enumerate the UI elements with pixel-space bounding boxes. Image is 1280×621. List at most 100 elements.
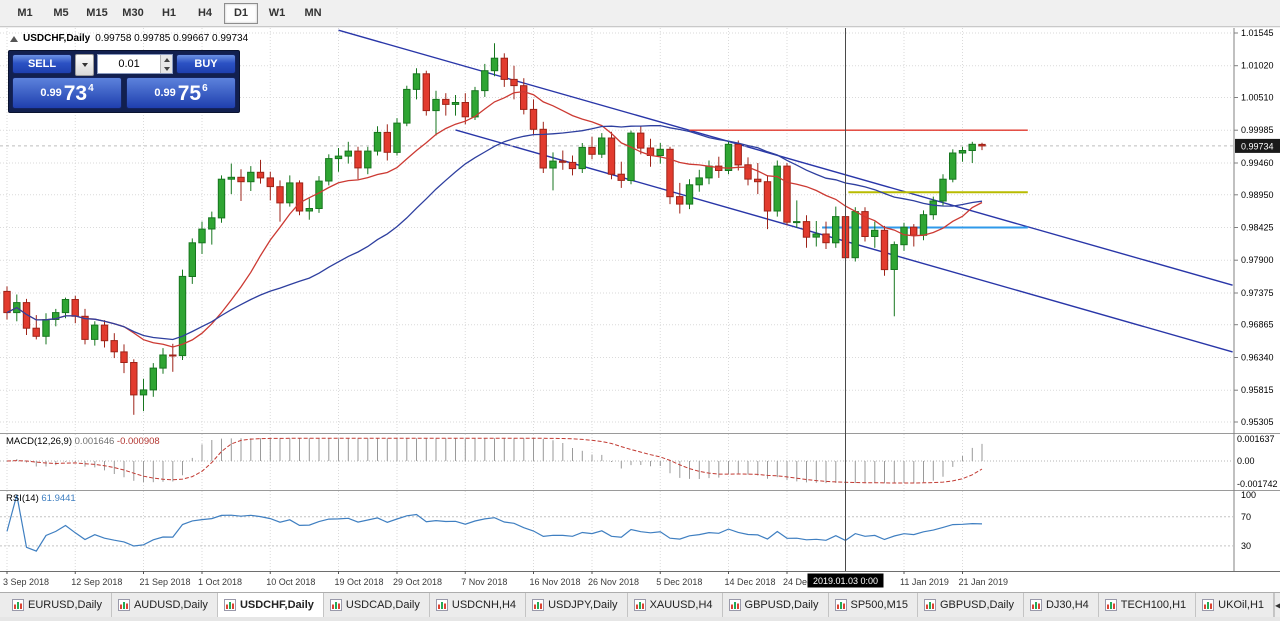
chart-tab-usdcnh-h4[interactable]: USDCNH,H4: [429, 593, 527, 617]
tab-label: USDJPY,Daily: [548, 599, 618, 611]
svg-text:7 Nov 2018: 7 Nov 2018: [461, 577, 507, 587]
tab-label: USDCNH,H4: [451, 599, 517, 611]
tab-label: XAUUSD,H4: [649, 599, 713, 611]
svg-text:0.98950: 0.98950: [1241, 190, 1274, 200]
chart-icon: [923, 599, 936, 611]
svg-text:0.99985: 0.99985: [1241, 125, 1274, 135]
chart-tab-xauusd-h4[interactable]: XAUUSD,H4: [627, 593, 723, 617]
macd-panel[interactable]: 0.001637 0.00 -0.001742 MACD(12,26,9) 0.00…: [0, 433, 1280, 490]
chart-tab-bar: EURUSD,Daily AUDUSD,Daily USDCHF,Daily USDC…: [0, 592, 1280, 617]
chart-tab-usdchf-daily[interactable]: USDCHF,Daily: [217, 593, 324, 617]
svg-text:1.01545: 1.01545: [1241, 28, 1274, 38]
svg-text:70: 70: [1241, 512, 1251, 522]
svg-text:21 Jan 2019: 21 Jan 2019: [959, 577, 1009, 587]
sell-button[interactable]: SELL: [12, 54, 72, 74]
chart-tab-gbpusd-daily[interactable]: GBPUSD,Daily: [722, 593, 829, 617]
sell-price-display[interactable]: 0.99 73 4: [12, 77, 122, 109]
timeframe-button-h1[interactable]: H1: [161, 6, 177, 19]
rsi-panel[interactable]: 100 70 30 RSI(14) 61.9441: [0, 490, 1280, 571]
chart-tab-gbpusd-daily[interactable]: GBPUSD,Daily: [917, 593, 1024, 617]
chevron-down-icon: [81, 63, 88, 67]
tab-scroll-left-button[interactable]: ◀: [1274, 593, 1280, 617]
chart-symbol-label: USDCHF,Daily 0.99758 0.99785 0.99667 0.9…: [10, 33, 248, 44]
spinner-up-icon: [163, 57, 170, 62]
svg-text:29 Oct 2018: 29 Oct 2018: [393, 577, 442, 587]
volume-dropdown-button[interactable]: [75, 54, 94, 76]
svg-text:21 Sep 2018: 21 Sep 2018: [140, 577, 191, 587]
svg-text:0.00: 0.00: [1237, 456, 1255, 466]
tab-label: GBPUSD,Daily: [939, 599, 1014, 611]
chart-tab-dj30-h4[interactable]: DJ30,H4: [1023, 593, 1099, 617]
timeframe-button-w1[interactable]: W1: [268, 6, 286, 19]
volume-field: [97, 54, 173, 74]
svg-text:30: 30: [1241, 541, 1251, 551]
svg-text:1 Oct 2018: 1 Oct 2018: [198, 577, 242, 587]
volume-stepper: [160, 55, 172, 73]
chart-icon: [223, 599, 236, 611]
timeframe-button-mn[interactable]: MN: [304, 6, 322, 19]
chart-icon: [1202, 599, 1215, 611]
chart-icon: [532, 599, 545, 611]
symbol-name: USDCHF,Daily: [23, 33, 91, 44]
volume-decrease-button[interactable]: [161, 64, 172, 73]
chart-tab-tech100-h1[interactable]: TECH100,H1: [1098, 593, 1197, 617]
timeframe-button-m1[interactable]: M1: [17, 6, 33, 19]
chart-icon: [435, 599, 448, 611]
tab-label: UKOil,H1: [1218, 599, 1265, 611]
chart-tab-usdcad-daily[interactable]: USDCAD,Daily: [323, 593, 430, 617]
chart-tab-sp500-m15[interactable]: SP500,M15: [828, 593, 918, 617]
tab-label: DJ30,H4: [1045, 599, 1089, 611]
time-axis: 3 Sep 2018 12 Sep 2018 21 Sep 2018 1 Oct 20…: [0, 571, 1280, 592]
svg-text:0.96865: 0.96865: [1241, 320, 1274, 330]
svg-text:10 Oct 2018: 10 Oct 2018: [266, 577, 315, 587]
ohlc-values: 0.99758 0.99785 0.99667 0.99734: [95, 33, 249, 44]
timeframe-button-m30[interactable]: M30: [122, 6, 144, 19]
timeframe-button-m5[interactable]: M5: [53, 6, 69, 19]
svg-text:0.96340: 0.96340: [1241, 353, 1274, 363]
timeframe-toolbar: M1 M5 M15 M30 H1 H4 D1 W1 MN: [0, 0, 1280, 27]
tab-label: TECH100,H1: [1120, 599, 1187, 611]
svg-text:0.95815: 0.95815: [1241, 385, 1274, 395]
macd-indicator-label: MACD(12,26,9) 0.001646 -0.000908: [6, 436, 160, 447]
timeframe-button-m15[interactable]: M15: [86, 6, 108, 19]
rsi-chart[interactable]: 100 70 30: [0, 490, 1280, 576]
svg-text:0.99460: 0.99460: [1241, 158, 1274, 168]
chart-tab-usdjpy-daily[interactable]: USDJPY,Daily: [526, 593, 628, 617]
tab-label: USDCHF,Daily: [239, 599, 314, 611]
chart-icon: [117, 599, 130, 611]
chart-icon: [1104, 599, 1117, 611]
svg-text:0.95305: 0.95305: [1241, 417, 1274, 427]
volume-increase-button[interactable]: [161, 55, 172, 64]
svg-text:26 Nov 2018: 26 Nov 2018: [588, 577, 639, 587]
tab-label: USDCAD,Daily: [345, 599, 420, 611]
timeframe-button-h4[interactable]: H4: [197, 6, 213, 19]
svg-text:11 Jan 2019: 11 Jan 2019: [900, 577, 949, 587]
volume-input[interactable]: [98, 55, 161, 73]
time-axis-labels: 3 Sep 2018 12 Sep 2018 21 Sep 2018 1 Oct 20…: [0, 571, 1280, 597]
chart-tab-ukoil-h1[interactable]: UKOil,H1: [1196, 593, 1275, 617]
svg-text:3 Sep 2018: 3 Sep 2018: [3, 577, 49, 587]
chart-tab-eurusd-daily[interactable]: EURUSD,Daily: [6, 593, 112, 617]
svg-text:12 Sep 2018: 12 Sep 2018: [71, 577, 122, 587]
timeframe-button-d1[interactable]: D1: [224, 2, 258, 24]
macd-chart[interactable]: 0.001637 0.00 -0.001742: [0, 433, 1280, 495]
svg-text:5 Dec 2018: 5 Dec 2018: [656, 577, 702, 587]
buy-price-display[interactable]: 0.99 75 6: [126, 77, 236, 109]
chart-icon: [329, 599, 342, 611]
candlestick-chart[interactable]: 1.01545 1.01020 1.00510 0.99985 0.99460 0.989…: [0, 28, 1280, 438]
window-frame: [0, 617, 1280, 621]
svg-text:1.01020: 1.01020: [1241, 61, 1274, 71]
chart-tab-audusd-daily[interactable]: AUDUSD,Daily: [111, 593, 218, 617]
buy-button[interactable]: BUY: [176, 54, 236, 74]
collapse-arrow-icon[interactable]: [10, 35, 18, 42]
rsi-indicator-label: RSI(14) 61.9441: [6, 493, 76, 504]
main-chart-panel[interactable]: 1.01545 1.01020 1.00510 0.99985 0.99460 0.989…: [0, 28, 1280, 433]
spinner-down-icon: [163, 66, 170, 71]
svg-text:19 Oct 2018: 19 Oct 2018: [335, 577, 384, 587]
svg-text:0.97900: 0.97900: [1241, 255, 1274, 265]
tab-label: SP500,M15: [850, 599, 908, 611]
svg-text:1.00510: 1.00510: [1241, 93, 1274, 103]
tab-label: EURUSD,Daily: [28, 599, 102, 611]
chart-icon: [834, 599, 847, 611]
